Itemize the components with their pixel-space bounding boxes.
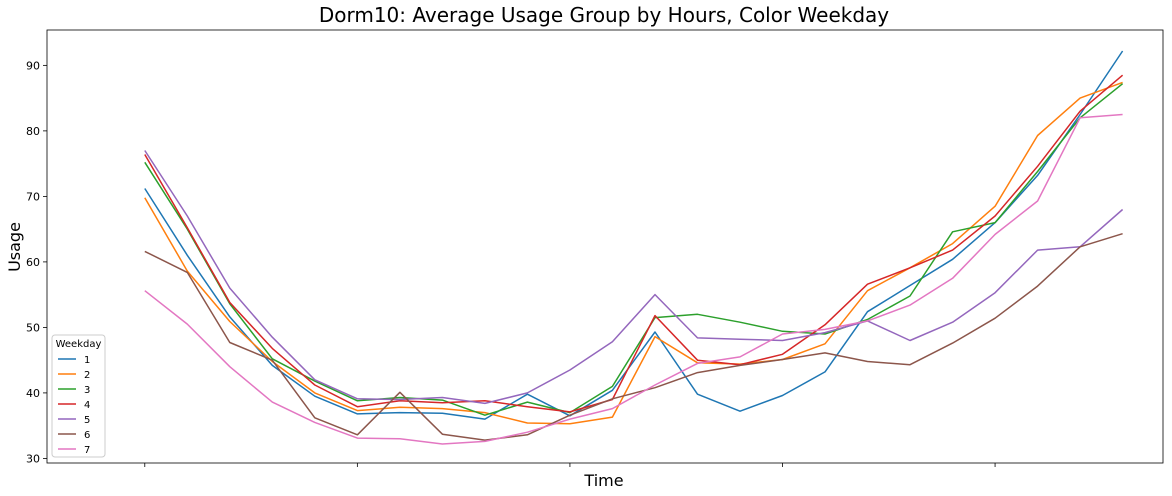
legend-entry-6: 6 (84, 430, 90, 441)
chart-title: Dorm10: Average Usage Group by Hours, Co… (319, 3, 889, 27)
series-line-5 (144, 150, 1124, 405)
legend-box (51, 334, 106, 458)
legend-entry-7: 7 (84, 445, 90, 456)
y-tick-label: 60 (26, 256, 40, 269)
legend-entry-3: 3 (84, 385, 90, 396)
legend-entry-5: 5 (84, 415, 90, 426)
plot-area (144, 50, 1124, 445)
series-line-3 (144, 83, 1124, 416)
plot-frame (46, 29, 1164, 464)
series-line-7 (144, 113, 1123, 445)
series-line-6 (144, 232, 1123, 441)
series-line-2 (144, 81, 1123, 425)
axes: 30 40 50 60 70 80 90 (26, 29, 1164, 467)
y-tick-label: 40 (26, 387, 40, 400)
legend-entry-2: 2 (84, 370, 90, 381)
legend-entry-1: 1 (84, 355, 90, 366)
series-line-4 (144, 74, 1124, 413)
y-axis-label: Usage (5, 222, 24, 272)
y-tick-label: 70 (26, 190, 40, 203)
legend: Weekday 1 2 3 4 5 6 7 (51, 334, 106, 458)
y-tick-label: 90 (26, 59, 40, 72)
x-axis-label: Time (583, 471, 623, 490)
legend-entry-4: 4 (84, 400, 90, 411)
legend-title: Weekday (56, 339, 102, 350)
series-line-1 (144, 50, 1124, 420)
y-tick-label: 30 (26, 452, 40, 465)
y-tick-label: 80 (26, 125, 40, 138)
y-tick-label: 50 (26, 321, 40, 334)
